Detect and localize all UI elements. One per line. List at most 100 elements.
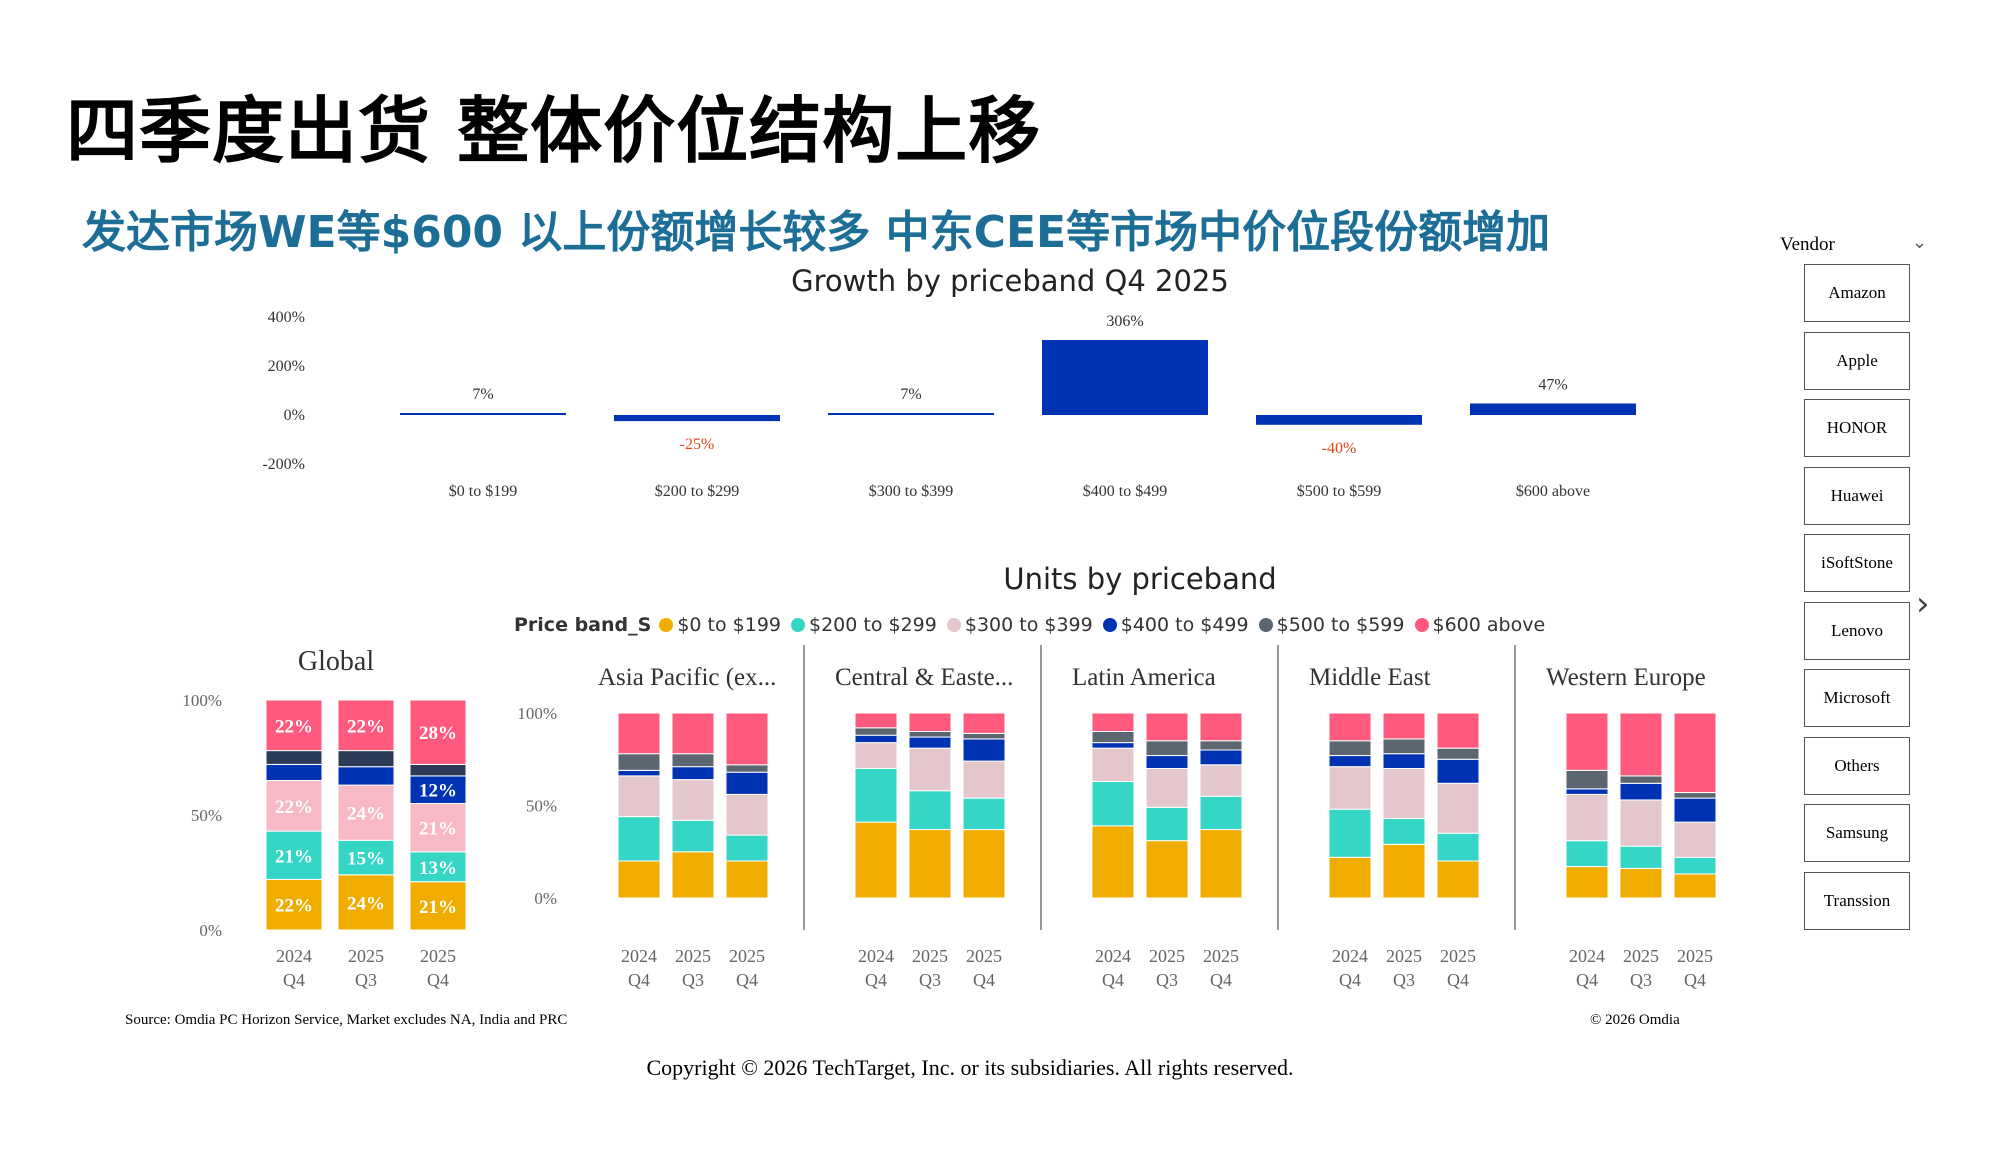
stacked-segment [962, 732, 1006, 740]
stacked-segment [1382, 817, 1426, 845]
stacked-segment [1673, 792, 1717, 799]
growth-bar [1470, 403, 1636, 415]
stacked-segment [1673, 712, 1717, 794]
x-label-year: 2025 [1677, 946, 1713, 966]
x-label-year: 2025 [420, 946, 456, 966]
vendor-filter-lenovo[interactable]: Lenovo [1804, 601, 1910, 660]
y-tick-label: 200% [268, 358, 305, 375]
stacked-segment [337, 699, 395, 752]
x-label-quarter: Q3 [682, 970, 704, 990]
y-tick-label: 100% [182, 691, 222, 710]
stacked-segment [1382, 738, 1426, 755]
legend-swatch [791, 618, 805, 632]
stacked-segment [617, 775, 661, 818]
legend-title: Price band_S [514, 614, 652, 636]
stacked-segment [409, 775, 467, 804]
x-label-year: 2025 [1623, 946, 1659, 966]
y-tick-label: 0% [284, 407, 305, 424]
stacked-segment [1673, 797, 1717, 823]
stacked-segment [1199, 740, 1243, 751]
growth-category-label: $400 to $499 [1083, 483, 1167, 500]
stacked-segment [1091, 712, 1135, 732]
segment-label: 21% [275, 846, 313, 867]
stacked-segment [671, 851, 715, 899]
stacked-segment [337, 750, 395, 768]
growth-value-label: 306% [1106, 313, 1143, 330]
stacked-segment [1091, 742, 1135, 749]
growth-category-label: $0 to $199 [449, 483, 517, 500]
chevron-right-icon[interactable]: › [1916, 584, 1930, 624]
units-chart: Global 100% 50% 0% 22% 21% 22% 22% 2024 Q4 24% 15% 2… [182, 645, 1717, 990]
segment-label: 21% [419, 819, 457, 840]
stacked-segment [1619, 845, 1663, 869]
growth-category-label: $600 above [1516, 483, 1590, 500]
growth-bar [400, 413, 566, 415]
legend-item: $0 to $199 [659, 614, 781, 636]
vendor-filter-microsoft[interactable]: Microsoft [1804, 669, 1910, 727]
segment-label: 22% [347, 716, 385, 737]
y-tick-label: 50% [526, 797, 557, 816]
legend-label: $300 to $399 [964, 614, 1093, 636]
x-label-quarter: Q4 [427, 970, 449, 990]
stacked-segment [1145, 840, 1189, 899]
stacked-segment [725, 764, 769, 773]
stacked-segment [725, 712, 769, 766]
segment-label: 22% [275, 716, 313, 737]
units-legend: Price band_S $0 to $199 $200 to $299 $300 t… [514, 614, 1555, 636]
stacked-segment [617, 712, 661, 755]
stacked-segment [908, 829, 952, 899]
vendor-filter-samsung[interactable]: Samsung [1804, 804, 1910, 862]
stacked-segment [908, 747, 952, 792]
panel-title: Western Europe [1546, 664, 1706, 691]
stacked-segment [854, 821, 898, 899]
panel-title: Latin America [1072, 664, 1216, 691]
segment-label: 13% [419, 858, 457, 879]
stacked-segment [671, 753, 715, 768]
growth-chart: 400% 200% 0% -200% 7% $0 to $199 -25% $200 to $… [262, 309, 1636, 500]
stacked-segment [409, 699, 467, 765]
legend-label: $500 to $599 [1276, 614, 1405, 636]
vendor-filter-huawei[interactable]: Huawei [1804, 466, 1910, 525]
stacked-segment [1673, 856, 1717, 875]
x-label-quarter: Q4 [1102, 970, 1124, 990]
segment-label: 28% [419, 723, 457, 744]
vendor-filter-apple[interactable]: Apple [1804, 331, 1910, 390]
stacked-segment [1328, 808, 1372, 858]
vendor-filter-label: Vendor [1780, 234, 1835, 255]
x-label-quarter: Q3 [1630, 970, 1652, 990]
legend-label: $0 to $199 [677, 614, 781, 636]
stacked-segment [1145, 755, 1189, 770]
stacked-segment [908, 731, 952, 738]
vendor-filter-honor[interactable]: HONOR [1804, 399, 1910, 457]
stacked-segment [1436, 747, 1480, 760]
stacked-segment [1565, 788, 1609, 795]
vendor-filter-amazon[interactable]: Amazon [1804, 264, 1910, 322]
stacked-segment [671, 779, 715, 821]
vendor-filter-isoftstone[interactable]: iSoftStone [1804, 534, 1910, 592]
stacked-segment [1382, 843, 1426, 899]
stacked-segment [962, 760, 1006, 799]
chevron-down-icon[interactable]: ⌄ [1912, 232, 1928, 253]
legend-swatch [946, 618, 961, 632]
stacked-segment [908, 790, 952, 831]
stacked-segment [617, 860, 661, 899]
vendor-filter-others[interactable]: Others [1804, 736, 1910, 795]
x-label-year: 2024 [1569, 946, 1605, 966]
legend-label: $600 above [1432, 614, 1546, 636]
panel-title: Global [298, 646, 374, 677]
stacked-segment [1436, 860, 1480, 899]
segment-label: 22% [275, 896, 313, 917]
x-label-quarter: Q4 [1576, 970, 1598, 990]
x-label-year: 2025 [966, 946, 1002, 966]
stacked-segment [1382, 768, 1426, 819]
legend-item: $300 to $399 [946, 614, 1093, 636]
y-tick-label: 50% [191, 806, 222, 825]
vendor-filter-transsion[interactable]: Transsion [1804, 871, 1910, 930]
x-label-quarter: Q4 [736, 970, 758, 990]
x-label-quarter: Q4 [1210, 970, 1232, 990]
x-label-quarter: Q4 [1684, 970, 1706, 990]
x-label-year: 2025 [1149, 946, 1185, 966]
stacked-segment [409, 881, 467, 931]
x-label-quarter: Q3 [1156, 970, 1178, 990]
x-label-year: 2025 [729, 946, 765, 966]
